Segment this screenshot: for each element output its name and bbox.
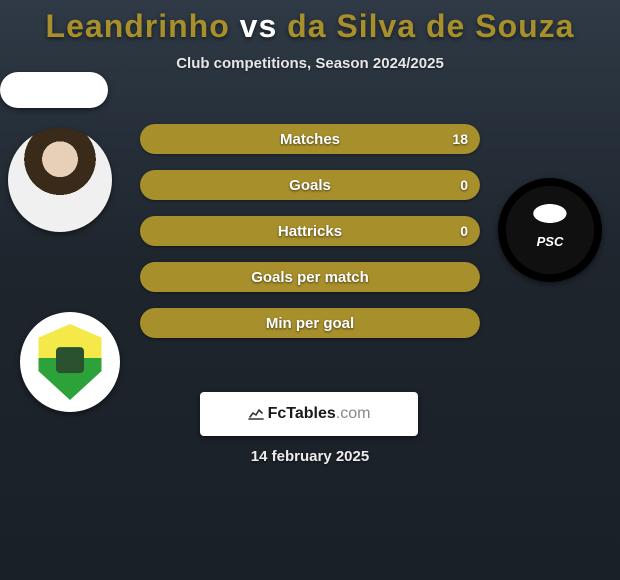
stat-label: Hattricks <box>140 216 480 246</box>
stat-row: Min per goal <box>140 308 480 338</box>
player2-name: da Silva de Souza <box>287 8 574 44</box>
footer-date: 14 february 2025 <box>0 448 620 465</box>
player2-club-crest <box>498 178 602 282</box>
eagle-crest-icon <box>508 188 591 271</box>
stat-label: Matches <box>140 124 480 154</box>
player1-club-crest <box>20 312 120 412</box>
stat-row: Goals0 <box>140 170 480 200</box>
player1-name: Leandrinho <box>46 8 230 44</box>
chart-icon <box>248 406 264 423</box>
stat-row: Goals per match <box>140 262 480 292</box>
page-title: Leandrinho vs da Silva de Souza <box>0 8 620 45</box>
stat-row: Hattricks0 <box>140 216 480 246</box>
player2-avatar-placeholder <box>0 72 108 108</box>
brand-bold: FcTables <box>268 405 336 422</box>
brand-badge[interactable]: FcTables.com <box>200 392 418 436</box>
stat-value-right: 18 <box>452 124 468 154</box>
stat-label: Goals per match <box>140 262 480 292</box>
stat-label: Goals <box>140 170 480 200</box>
stat-value-right: 0 <box>460 216 468 246</box>
player1-avatar <box>8 128 112 232</box>
stat-label: Min per goal <box>140 308 480 338</box>
brand-muted: .com <box>336 405 371 422</box>
subtitle: Club competitions, Season 2024/2025 <box>0 55 620 72</box>
stats-bars: Matches18Goals0Hattricks0Goals per match… <box>140 124 480 354</box>
shield-icon <box>35 324 105 400</box>
comparison-card: Leandrinho vs da Silva de Souza Club com… <box>0 0 620 580</box>
stat-row: Matches18 <box>140 124 480 154</box>
brand-text: FcTables.com <box>268 405 371 423</box>
vs-text: vs <box>240 8 278 44</box>
stat-value-right: 0 <box>460 170 468 200</box>
